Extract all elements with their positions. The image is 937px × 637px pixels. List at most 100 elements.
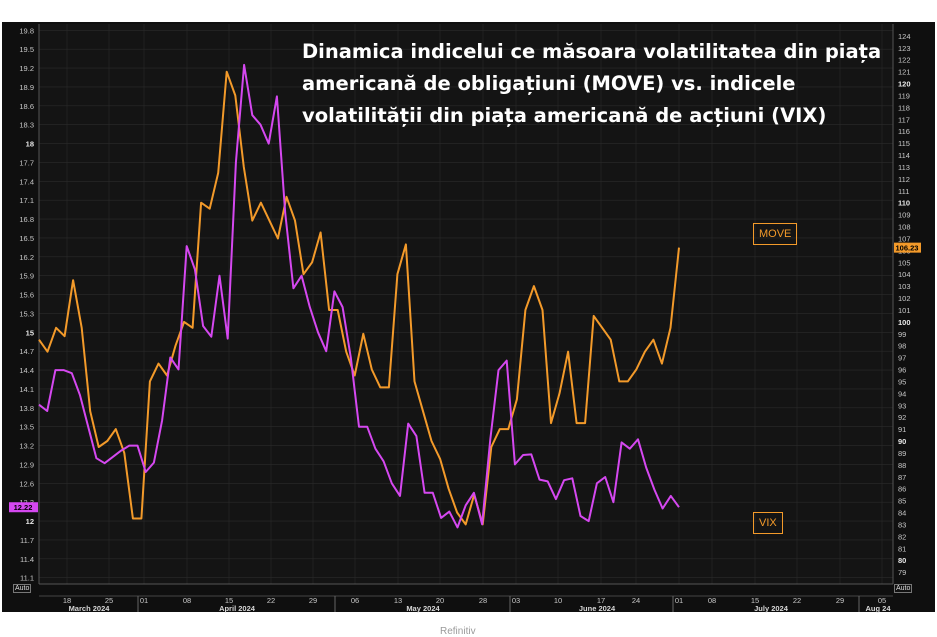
x-tick-label: 13 <box>394 596 402 605</box>
right-tick-label: 105 <box>898 258 911 267</box>
x-tick-label: 15 <box>751 596 759 605</box>
x-tick-label: 17 <box>597 596 605 605</box>
x-tick-label: 01 <box>140 596 148 605</box>
right-tick-label: 86 <box>898 485 906 494</box>
right-tick-label: 118 <box>898 103 910 112</box>
left-tick-label: 18.6 <box>19 102 34 111</box>
plot-background <box>39 24 893 584</box>
right-tick-label: 109 <box>898 211 911 220</box>
move-series-line <box>38 70 680 526</box>
right-tick-label: 83 <box>898 520 906 529</box>
vix-series-label: VIX <box>753 512 783 534</box>
x-tick-label: 03 <box>512 596 520 605</box>
right-tick-label: 92 <box>898 413 906 422</box>
x-tick-label: 28 <box>479 596 487 605</box>
right-tick-label: 101 <box>898 306 911 315</box>
right-tick-label: 112 <box>898 175 910 184</box>
right-tick-label: 81 <box>898 544 906 553</box>
month-label: May 2024 <box>406 604 440 613</box>
left-tick-label: 11.7 <box>20 536 34 545</box>
right-tick-label: 84 <box>898 509 906 518</box>
right-tick-label: 89 <box>898 449 906 458</box>
x-tick-label: 29 <box>309 596 317 605</box>
x-tick-label: 18 <box>63 596 71 605</box>
right-tick-label: 104 <box>898 270 911 279</box>
left-tick-label: 19.2 <box>19 64 34 73</box>
vix-last-value-box <box>9 502 38 513</box>
right-tick-label: 121 <box>898 68 911 77</box>
x-tick-label: 10 <box>554 596 562 605</box>
left-tick-label: 18 <box>26 140 34 149</box>
left-tick-label: 12 <box>26 517 34 526</box>
move-last-value-tag: 106.23 <box>894 242 921 253</box>
left-tick-label: 12.6 <box>19 479 34 488</box>
left-tick-label: 16.8 <box>19 215 34 224</box>
right-tick-label: 122 <box>898 56 911 65</box>
left-tick-label: 16.5 <box>19 234 34 243</box>
move-series-label: MOVE <box>753 223 798 245</box>
right-tick-label: 94 <box>898 389 906 398</box>
month-label: Aug 24 <box>865 604 891 613</box>
right-tick-label: 124 <box>898 32 911 41</box>
x-tick-label: 01 <box>675 596 683 605</box>
auto-scale-left-button[interactable]: Auto <box>13 584 32 593</box>
right-tick-label: 117 <box>898 115 910 124</box>
left-tick-label: 12.9 <box>19 460 34 469</box>
right-tick-label: 95 <box>898 377 906 386</box>
vix-series-line <box>38 63 680 529</box>
right-tick-label: 113 <box>898 163 910 172</box>
left-tick-label: 13.5 <box>19 423 34 432</box>
left-tick-label: 11.4 <box>20 555 34 564</box>
left-tick-label: 15.3 <box>19 309 34 318</box>
month-label: April 2024 <box>219 604 256 613</box>
left-tick-label: 19.8 <box>19 26 34 35</box>
auto-scale-right-button[interactable]: Auto <box>894 584 913 593</box>
x-tick-label: 05 <box>878 596 886 605</box>
right-tick-label: 80 <box>898 556 906 565</box>
right-tick-label: 110 <box>898 199 910 208</box>
right-tick-label: 93 <box>898 401 906 410</box>
chart-title: Dinamica indicelui ce măsoara volatilita… <box>302 40 882 127</box>
vix-last-value-text: 12.22 <box>14 503 33 512</box>
month-label: July 2024 <box>754 604 789 613</box>
right-tick-label: 99 <box>898 330 906 339</box>
right-tick-label: 85 <box>898 497 906 506</box>
right-tick-label: 87 <box>898 473 906 482</box>
left-tick-label: 19.5 <box>19 45 34 54</box>
left-tick-label: 17.4 <box>19 177 34 186</box>
month-label: March 2024 <box>69 604 111 613</box>
right-tick-label: 79 <box>898 568 906 577</box>
left-tick-label: 18.3 <box>19 121 34 130</box>
left-tick-label: 15 <box>26 328 34 337</box>
right-tick-label: 116 <box>898 127 910 136</box>
left-tick-label: 17.1 <box>19 196 34 205</box>
x-tick-label: 25 <box>105 596 113 605</box>
vix-last-value-tag: 12.22 <box>9 502 38 513</box>
x-tick-label: 20 <box>436 596 444 605</box>
left-tick-label: 17.7 <box>19 158 34 167</box>
right-tick-label: 82 <box>898 532 906 541</box>
right-tick-label: 100 <box>898 318 911 327</box>
right-tick-label: 111 <box>898 187 909 196</box>
right-tick-label: 120 <box>898 80 911 89</box>
left-tick-label: 13.8 <box>19 404 34 413</box>
right-tick-label: 88 <box>898 461 906 470</box>
right-tick-label: 108 <box>898 223 911 232</box>
right-tick-label: 96 <box>898 366 906 375</box>
month-label: June 2024 <box>579 604 616 613</box>
x-tick-label: 15 <box>225 596 233 605</box>
right-tick-label: 119 <box>898 91 910 100</box>
left-tick-label: 14.7 <box>19 347 34 356</box>
right-tick-label: 123 <box>898 44 911 53</box>
move-last-value-text: 106.23 <box>896 244 919 253</box>
right-tick-label: 91 <box>898 425 906 434</box>
x-tick-label: 08 <box>183 596 191 605</box>
right-tick-label: 98 <box>898 342 906 351</box>
left-tick-label: 16.2 <box>19 253 34 262</box>
x-tick-label: 24 <box>632 596 640 605</box>
right-tick-label: 115 <box>898 139 910 148</box>
move-last-value-box <box>894 242 921 253</box>
right-tick-label: 103 <box>898 282 911 291</box>
